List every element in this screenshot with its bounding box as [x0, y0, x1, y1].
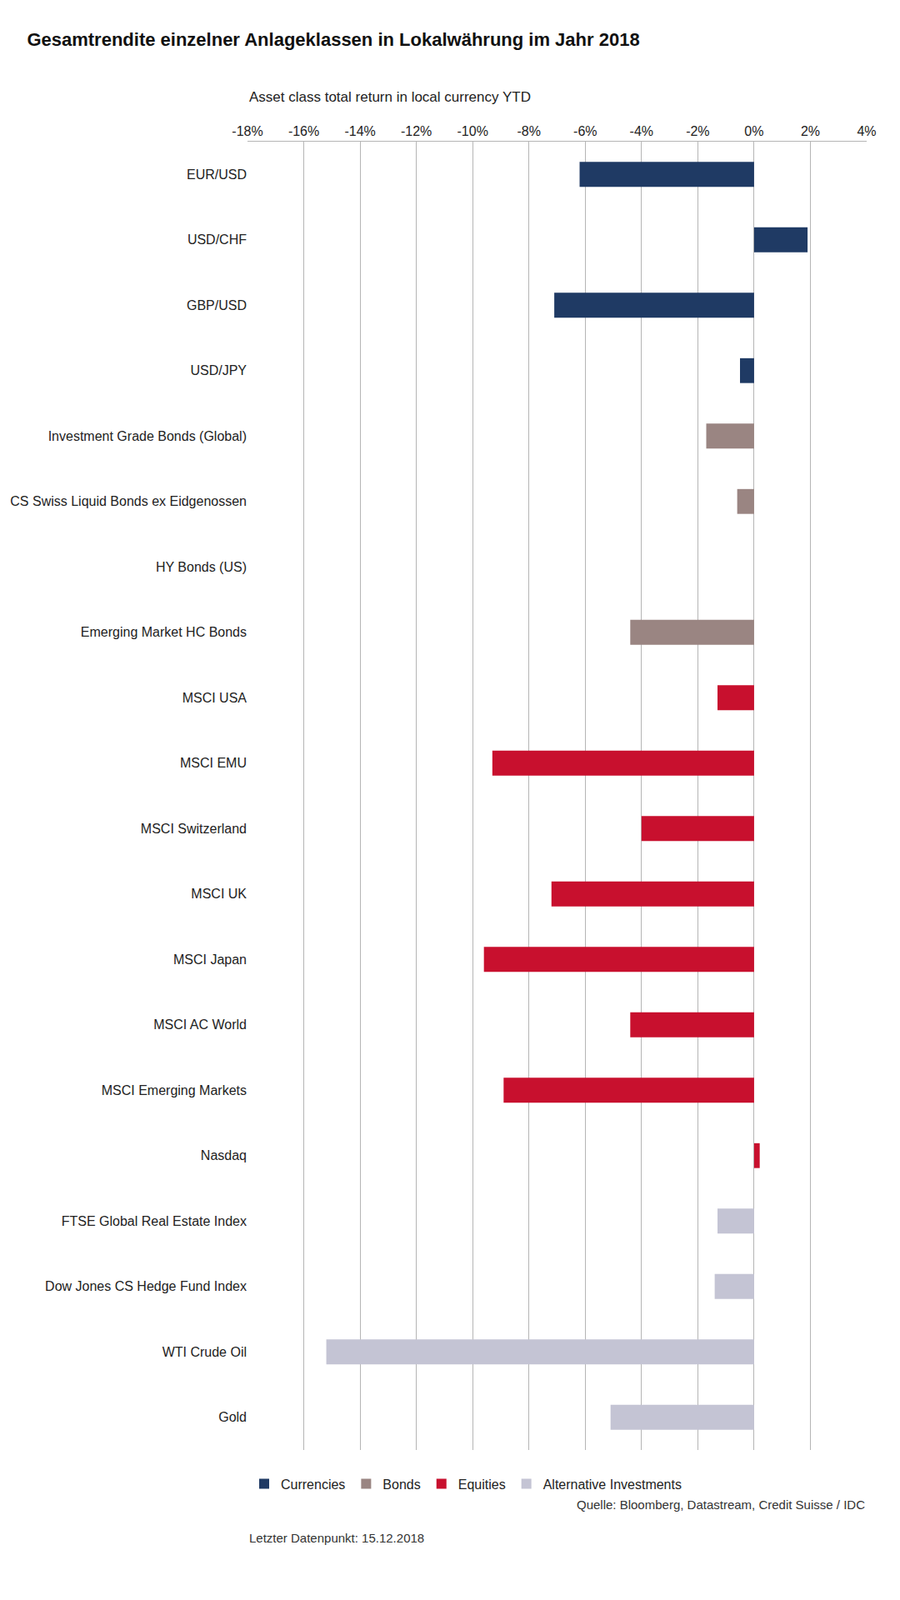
svg-text:Bonds: Bonds	[382, 1477, 420, 1492]
svg-text:MSCI Japan: MSCI Japan	[173, 952, 247, 967]
svg-text:-8%: -8%	[517, 124, 541, 139]
svg-text:-4%: -4%	[630, 124, 654, 139]
svg-text:2%: 2%	[800, 124, 820, 139]
svg-text:WTI Crude Oil: WTI Crude Oil	[162, 1345, 247, 1360]
svg-text:Alternative Investments: Alternative Investments	[543, 1477, 682, 1492]
svg-text:Asset class total return in lo: Asset class total return in local curren…	[249, 89, 531, 105]
svg-text:MSCI EMU: MSCI EMU	[180, 755, 247, 770]
svg-text:-2%: -2%	[685, 124, 710, 139]
svg-text:-10%: -10%	[457, 124, 489, 139]
svg-text:GBP/USD: GBP/USD	[186, 298, 247, 313]
svg-text:CS Swiss Liquid Bonds ex Eidge: CS Swiss Liquid Bonds ex Eidgenossen	[10, 494, 247, 509]
svg-text:Dow Jones CS Hedge Fund Index: Dow Jones CS Hedge Fund Index	[45, 1279, 247, 1294]
svg-text:-14%: -14%	[344, 124, 375, 139]
svg-text:MSCI UK: MSCI UK	[190, 886, 247, 901]
svg-text:HY Bonds (US): HY Bonds (US)	[155, 560, 247, 575]
svg-text:MSCI AC World: MSCI AC World	[153, 1017, 247, 1032]
svg-text:USD/JPY: USD/JPY	[190, 363, 247, 378]
svg-text:Equities: Equities	[458, 1477, 506, 1492]
svg-text:EUR/USD: EUR/USD	[186, 167, 247, 182]
svg-text:USD/CHF: USD/CHF	[187, 232, 247, 247]
svg-text:Nasdaq: Nasdaq	[200, 1148, 247, 1163]
svg-text:-12%: -12%	[400, 124, 432, 139]
svg-text:-16%: -16%	[288, 124, 320, 139]
svg-text:Emerging Market HC Bonds: Emerging Market HC Bonds	[80, 625, 247, 640]
svg-text:Gesamtrendite einzelner Anlage: Gesamtrendite einzelner Anlageklassen in…	[26, 29, 640, 50]
svg-text:4%: 4%	[856, 124, 876, 139]
svg-text:Investment Grade Bonds (Global: Investment Grade Bonds (Global)	[48, 429, 247, 444]
svg-text:-18%: -18%	[231, 124, 263, 139]
svg-text:MSCI Emerging Markets: MSCI Emerging Markets	[101, 1083, 247, 1098]
svg-text:MSCI Switzerland: MSCI Switzerland	[140, 821, 247, 836]
svg-text:FTSE Global Real Estate Index: FTSE Global Real Estate Index	[61, 1214, 247, 1229]
svg-text:MSCI USA: MSCI USA	[182, 690, 248, 705]
svg-text:Gold: Gold	[218, 1410, 247, 1425]
svg-text:Letzter Datenpunkt: 15.12.2018: Letzter Datenpunkt: 15.12.2018	[249, 1530, 425, 1545]
svg-text:-6%: -6%	[573, 124, 597, 139]
svg-text:Currencies: Currencies	[280, 1477, 345, 1492]
svg-text:0%: 0%	[744, 124, 764, 139]
svg-text:Quelle: Bloomberg, Datastream,: Quelle: Bloomberg, Datastream, Credit Su…	[576, 1497, 865, 1512]
